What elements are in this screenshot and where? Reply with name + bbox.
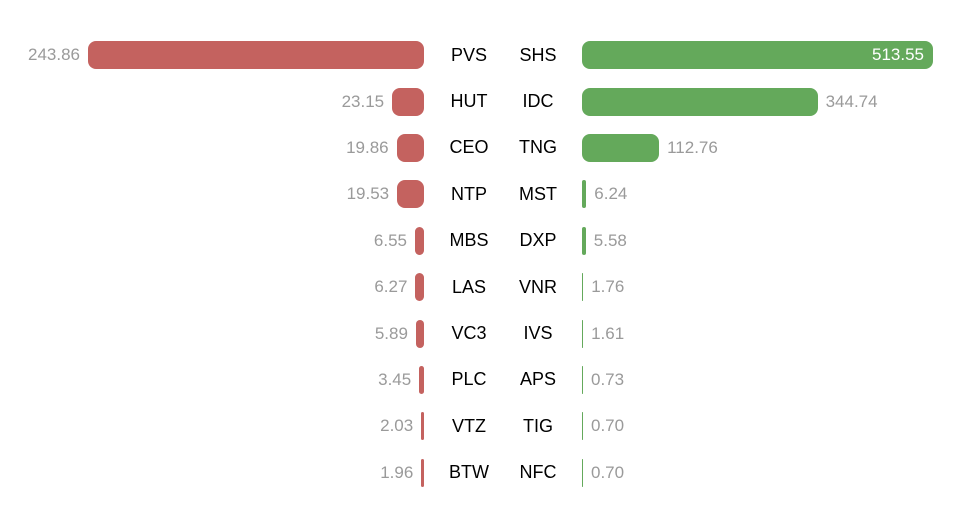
right-ticker-label: APS [519, 369, 557, 390]
right-bar-zone: 1.61 [562, 319, 958, 348]
left-bar [397, 180, 424, 209]
chart-row: 5.89 VC3 IVS 1.61 [0, 310, 958, 356]
left-value-label: 6.55 [373, 230, 407, 250]
left-bar [415, 226, 424, 255]
right-value-label: 0.70 [591, 416, 625, 436]
chart-row: 1.96 BTW NFC 0.70 [0, 450, 958, 496]
right-ticker-label: DXP [519, 230, 557, 251]
right-bar-zone: 0.70 [562, 412, 958, 441]
left-ticker-label: VTZ [452, 415, 486, 436]
chart-row: 3.45 PLC APS 0.73 [0, 357, 958, 403]
left-value-label: 2.03 [380, 416, 414, 436]
left-bar-zone: 23.15 [0, 87, 424, 116]
right-value-label: 5.58 [593, 230, 627, 250]
right-bar-zone: 513.55 [562, 41, 958, 70]
right-bar [582, 226, 586, 255]
left-value-label: 6.27 [374, 277, 408, 297]
right-bar-zone: 5.58 [562, 226, 958, 255]
left-ticker-label: LAS [451, 276, 487, 297]
left-value-label: 3.45 [378, 369, 412, 389]
left-bar [396, 133, 424, 162]
left-value-label: 243.86 [28, 45, 80, 65]
chart-row: 6.55 MBS DXP 5.58 [0, 218, 958, 264]
left-ticker-label: CEO [449, 137, 489, 158]
right-value-label: 1.61 [591, 323, 625, 343]
right-ticker-label: IVS [523, 323, 553, 344]
right-bar [582, 180, 587, 209]
left-value-label: 1.96 [380, 462, 414, 482]
right-bar-zone: 0.73 [562, 365, 958, 394]
right-ticker-label: MST [519, 183, 557, 204]
left-bar-zone: 6.27 [0, 273, 424, 302]
left-bar-zone: 19.86 [0, 133, 424, 162]
left-bar-zone: 243.86 [0, 41, 424, 70]
chart-rows: 243.86 PVS SHS 513.55 23.15 HUT IDC 344.74 19.86… [0, 32, 958, 496]
right-ticker-label: IDC [522, 91, 554, 112]
right-bar [582, 87, 818, 116]
right-value-label: 344.74 [825, 91, 878, 111]
right-bar [582, 458, 583, 487]
left-ticker-label: PVS [450, 44, 488, 65]
right-bar-zone: 1.76 [562, 273, 958, 302]
right-value-label: 6.24 [594, 184, 628, 204]
right-bar [582, 273, 584, 302]
right-bar: 513.55 [582, 41, 933, 70]
left-bar [421, 458, 424, 487]
left-bar [415, 273, 424, 302]
right-ticker-label: VNR [518, 276, 557, 297]
left-ticker-label: VC3 [451, 323, 487, 344]
left-bar-zone: 5.89 [0, 319, 424, 348]
right-bar [582, 133, 660, 162]
chart-row: 19.53 NTP MST 6.24 [0, 171, 958, 217]
chart-row: 2.03 VTZ TIG 0.70 [0, 403, 958, 449]
left-ticker-label: PLC [451, 369, 487, 390]
left-value-label: 19.86 [346, 137, 389, 157]
left-value-label: 23.15 [341, 91, 385, 111]
left-ticker-label: NTP [451, 183, 487, 204]
left-value-label: 19.53 [346, 184, 390, 204]
left-bar-zone: 3.45 [0, 365, 424, 394]
chart-row: 6.27 LAS VNR 1.76 [0, 264, 958, 310]
right-value-label: 513.55 [872, 45, 924, 65]
right-bar-zone: 6.24 [562, 180, 958, 209]
right-bar [582, 365, 583, 394]
right-value-label: 1.76 [591, 277, 625, 297]
left-bar [421, 412, 424, 441]
left-bar-zone: 19.53 [0, 180, 424, 209]
left-bar-zone: 2.03 [0, 412, 424, 441]
right-bar-zone: 0.70 [562, 458, 958, 487]
right-bar [582, 319, 584, 348]
left-bar [392, 87, 424, 116]
left-bar [88, 41, 424, 70]
left-ticker-label: BTW [449, 462, 489, 483]
left-ticker-label: HUT [450, 91, 488, 112]
right-ticker-label: TNG [519, 137, 557, 158]
right-ticker-label: TIG [523, 415, 553, 436]
chart-row: 23.15 HUT IDC 344.74 [0, 78, 958, 124]
right-value-label: 0.70 [591, 462, 625, 482]
left-ticker-label: MBS [449, 230, 489, 251]
right-bar-zone: 112.76 [562, 133, 958, 162]
right-ticker-label: NFC [519, 462, 557, 483]
left-bar-zone: 6.55 [0, 226, 424, 255]
left-bar-zone: 1.96 [0, 458, 424, 487]
chart-row: 243.86 PVS SHS 513.55 [0, 32, 958, 78]
right-value-label: 112.76 [667, 137, 718, 157]
right-value-label: 0.73 [591, 369, 625, 389]
right-bar [582, 412, 583, 441]
left-value-label: 5.89 [374, 323, 408, 343]
right-bar-zone: 344.74 [562, 87, 958, 116]
left-bar [419, 365, 424, 394]
right-ticker-label: SHS [519, 44, 557, 65]
left-bar [415, 319, 424, 348]
chart-row: 19.86 CEO TNG 112.76 [0, 125, 958, 171]
